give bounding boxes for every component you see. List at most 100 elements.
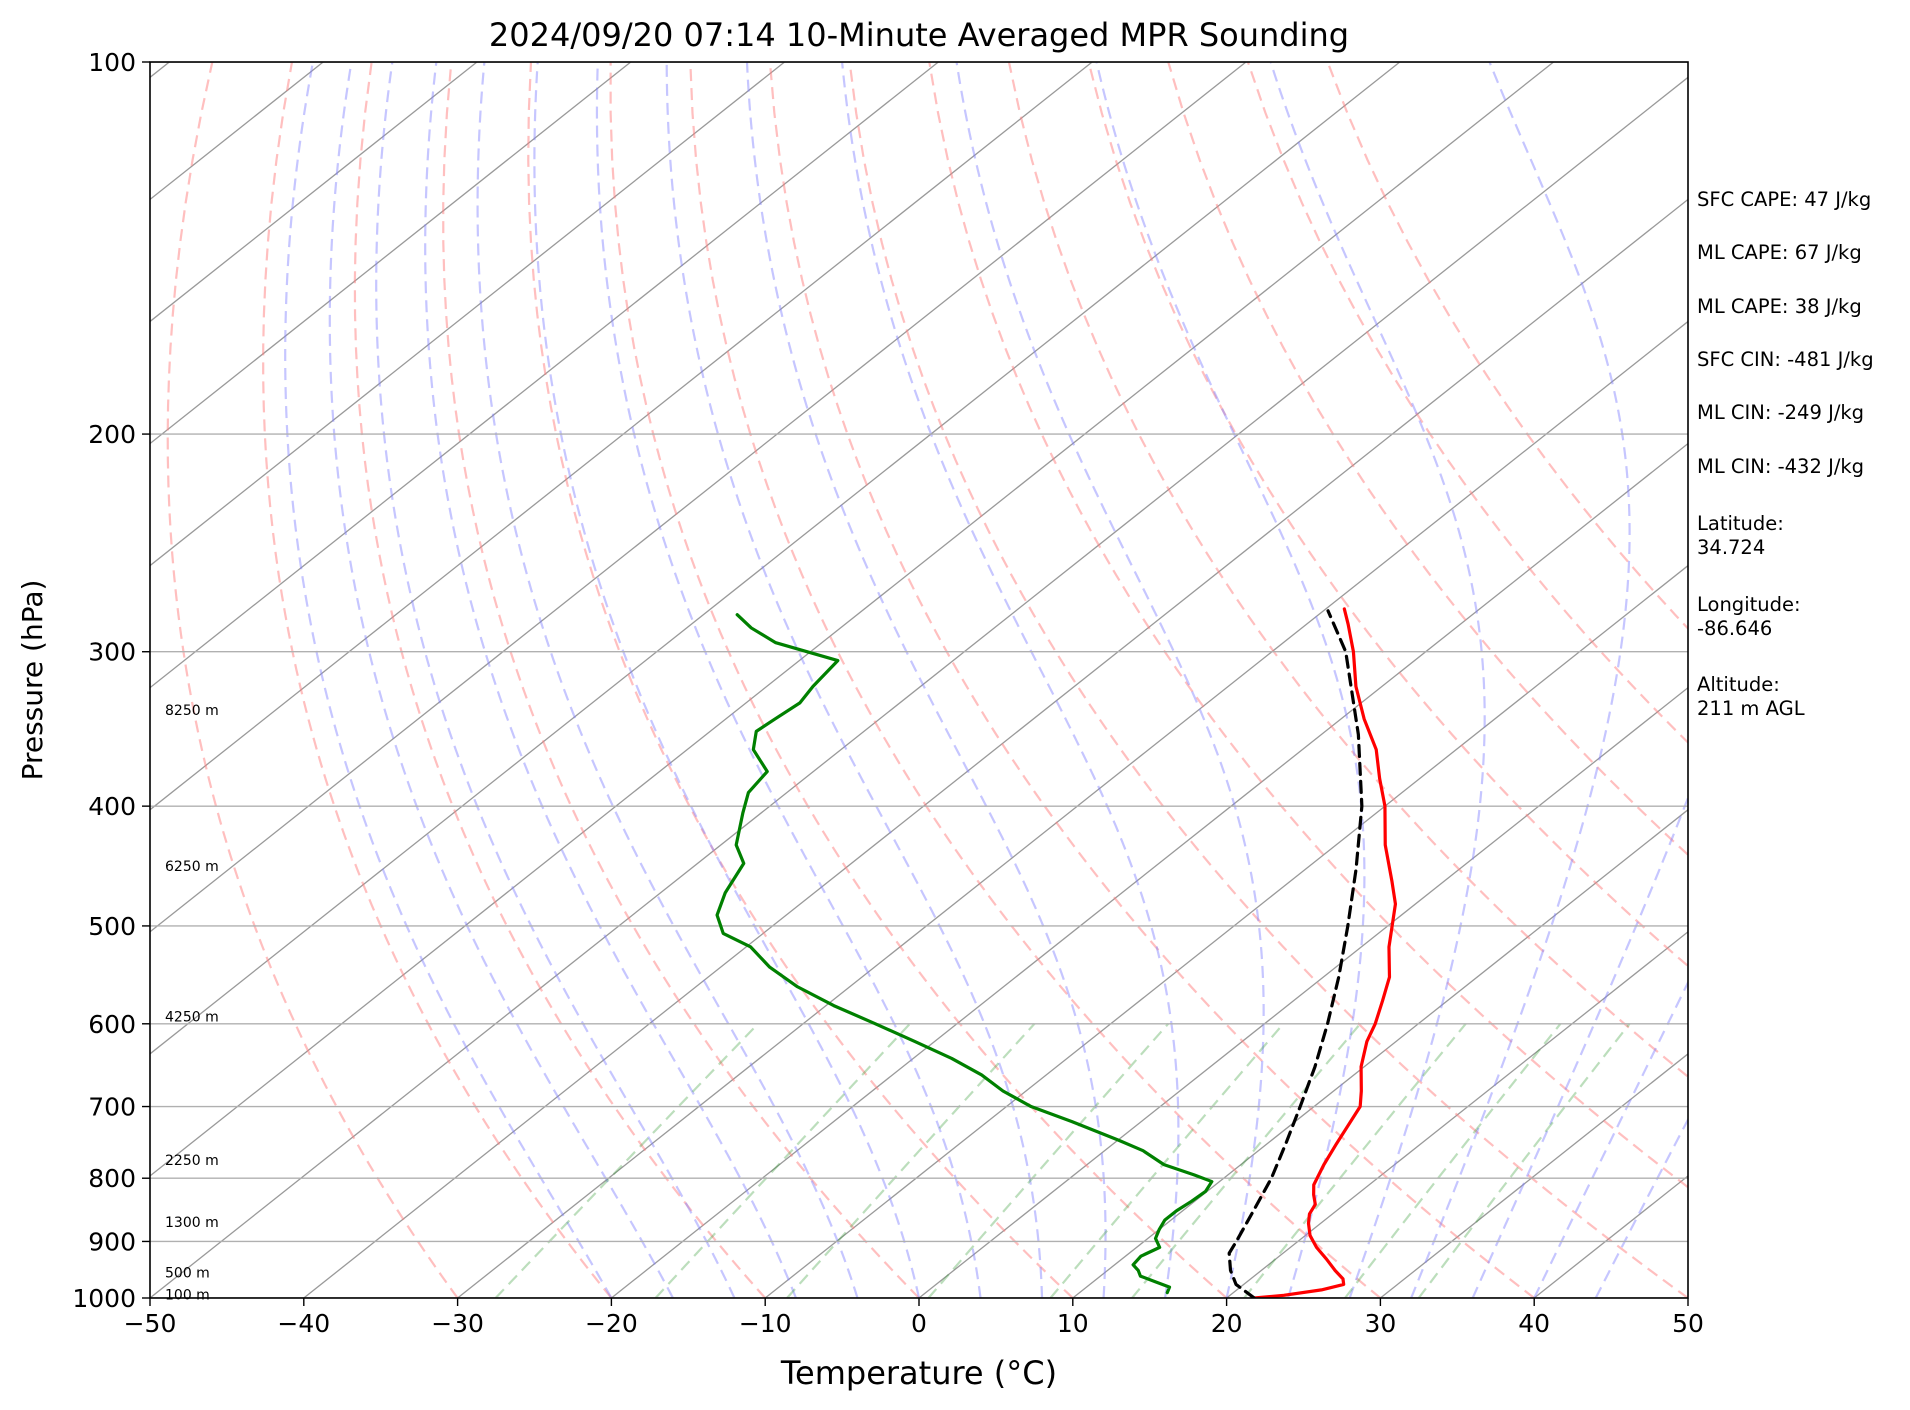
dewpoint-line xyxy=(715,613,1214,1295)
x-tick-label: 0 xyxy=(911,1309,927,1338)
dry-adiabat-line xyxy=(689,62,1382,1298)
chart-title: 2024/09/20 07:14 10-Minute Averaged MPR … xyxy=(489,16,1349,54)
moist-adiabat-line xyxy=(745,62,1107,1298)
moist-adiabat-line xyxy=(955,62,1265,1298)
dry-adiabat-line xyxy=(262,62,613,1298)
dry-adiabat-line xyxy=(848,62,1688,1298)
sounding-lines xyxy=(715,607,1398,1298)
dry-adiabat-line xyxy=(1167,62,1688,857)
isotherm-line xyxy=(150,76,1688,1298)
x-tick-label: −50 xyxy=(124,1309,177,1338)
x-tick-label: −20 xyxy=(585,1309,638,1338)
dry-adiabat-line xyxy=(1087,62,1688,968)
moist-adiabat-line xyxy=(328,62,674,1298)
x-tick-label: −30 xyxy=(431,1309,484,1338)
y-tick-label: 1000 xyxy=(72,1284,136,1313)
height-label: 100 m xyxy=(165,1287,210,1303)
sfc-cape-text: SFC CAPE: 47 J/kg xyxy=(1697,188,1872,211)
x-tick-label: −40 xyxy=(277,1309,330,1338)
height-labels: 8250 m 6250 m 4250 m 2250 m 1300 m 500 m 100 m xyxy=(165,703,219,1303)
latitude-label: Latitude: xyxy=(1697,512,1784,535)
isotherm-line xyxy=(150,62,1554,1177)
moist-adiabat-line xyxy=(476,62,859,1298)
height-label: 4250 m xyxy=(165,1009,219,1025)
moist-adiabat-line xyxy=(1269,62,1486,1298)
x-tick-label: 50 xyxy=(1672,1309,1704,1338)
latitude-value: 34.724 xyxy=(1697,536,1766,559)
altitude-label: Altitude: xyxy=(1697,673,1780,696)
x-tick-label: 20 xyxy=(1211,1309,1243,1338)
isotherm-line xyxy=(457,320,1688,1298)
y-tick-label: 400 xyxy=(88,792,136,821)
moist-adiabat-line xyxy=(1095,62,1366,1298)
dry-adiabat-line xyxy=(1007,62,1688,1079)
moist-adiabat-line xyxy=(1471,794,1688,1298)
dry-adiabat-line xyxy=(527,62,1074,1298)
mixing-ratio-line xyxy=(1344,1023,1562,1298)
temperature-line xyxy=(1252,607,1398,1298)
longitude-value: -86.646 xyxy=(1697,617,1773,640)
y-tick-label: 900 xyxy=(88,1227,136,1256)
sfc-cin-text: SFC CIN: -481 J/kg xyxy=(1697,348,1874,371)
y-tick-label: 200 xyxy=(88,420,136,449)
background-lines xyxy=(150,62,1688,1298)
y-tick-label: 700 xyxy=(88,1093,136,1122)
height-label: 2250 m xyxy=(165,1153,219,1169)
moist-adiabat-line xyxy=(1410,62,1631,1298)
isotherm-line xyxy=(303,198,1688,1298)
x-tick-label: −10 xyxy=(739,1309,792,1338)
moist-adiabat-line xyxy=(424,62,797,1298)
ml-cin-text-2: ML CIN: -432 J/kg xyxy=(1697,455,1865,478)
x-tick-label: 10 xyxy=(1057,1309,1089,1338)
axis-ticks: −50 −40 −30 −20 −10 0 10 20 30 40 50 100 200 300 400 50… xyxy=(72,48,1704,1338)
isotherm-line xyxy=(150,62,785,567)
x-axis-label: Temperature (°C) xyxy=(780,1354,1057,1392)
isotherm-line xyxy=(1379,1053,1688,1298)
dry-adiabat-line xyxy=(609,62,1228,1298)
isotherm-line xyxy=(1072,808,1688,1298)
y-axis-label: Pressure (hPa) xyxy=(16,580,49,781)
dry-adiabat-line xyxy=(928,62,1688,1189)
y-tick-label: 100 xyxy=(88,48,136,77)
moist-adiabat-line xyxy=(665,62,1044,1298)
pressure-gridlines xyxy=(150,62,1688,1298)
isotherm-line xyxy=(918,686,1688,1298)
height-label: 6250 m xyxy=(165,859,219,875)
dry-adiabat-line xyxy=(1246,62,1688,745)
dry-adiabat-line xyxy=(768,62,1535,1298)
ml-cin-text: ML CIN: -249 J/kg xyxy=(1697,401,1865,424)
dry-adiabat-line xyxy=(353,62,767,1298)
isotherm-line xyxy=(150,62,1093,811)
moist-adiabat-line xyxy=(284,62,613,1298)
dry-adiabat-line xyxy=(166,62,459,1298)
isotherm-line xyxy=(1226,930,1688,1298)
y-tick-label: 800 xyxy=(88,1164,136,1193)
moist-adiabat-line xyxy=(1533,980,1688,1298)
altitude-value: 211 m AGL xyxy=(1697,697,1805,720)
x-tick-label: 30 xyxy=(1364,1309,1396,1338)
dry-adiabat-line xyxy=(1326,62,1688,631)
y-tick-label: 500 xyxy=(88,912,136,941)
isotherm-line xyxy=(764,564,1688,1298)
height-label: 1300 m xyxy=(165,1215,219,1231)
ml-cape-text: ML CAPE: 67 J/kg xyxy=(1697,241,1862,264)
isotherm-line xyxy=(150,62,1247,933)
height-label: 8250 m xyxy=(165,703,219,719)
parcel-line xyxy=(1227,609,1364,1298)
ml-cape-text-2: ML CAPE: 38 J/kg xyxy=(1697,295,1862,318)
x-tick-label: 40 xyxy=(1518,1309,1550,1338)
isotherm-line xyxy=(150,62,939,689)
isotherm-line xyxy=(150,62,478,323)
mixing-ratio-line xyxy=(1417,1023,1631,1298)
isotherm-line xyxy=(610,442,1688,1298)
y-tick-label: 600 xyxy=(88,1010,136,1039)
moist-adiabat-line xyxy=(1594,1117,1688,1298)
moist-adiabat-line xyxy=(375,62,736,1298)
isotherm-line xyxy=(150,62,1401,1055)
y-tick-label: 300 xyxy=(88,638,136,667)
dry-adiabat-line xyxy=(442,62,920,1298)
longitude-label: Longitude: xyxy=(1697,593,1801,616)
